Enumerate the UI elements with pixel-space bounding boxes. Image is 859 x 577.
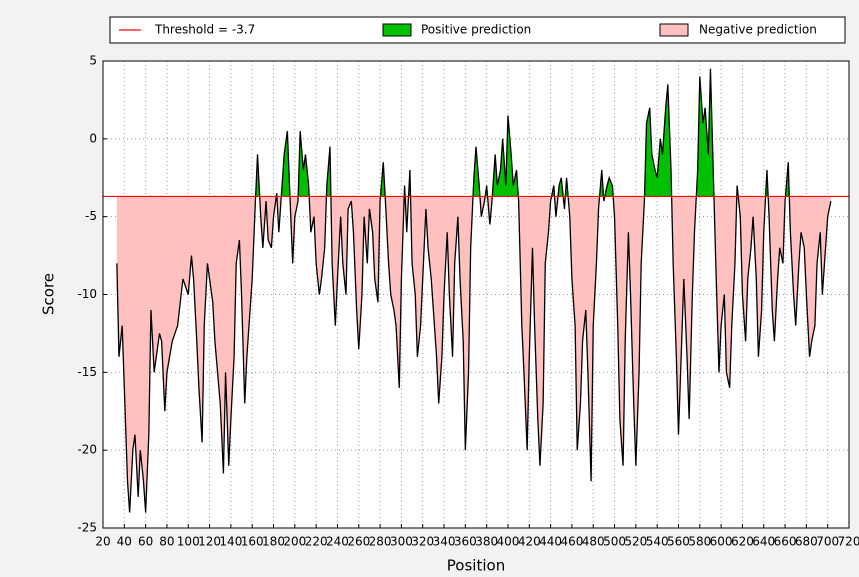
legend-label: Positive prediction	[421, 23, 531, 37]
x-tick-label: 300	[390, 535, 413, 549]
x-axis-label: Position	[447, 557, 505, 575]
x-tick-label: 460	[560, 535, 583, 549]
x-tick-label: 520	[624, 535, 647, 549]
x-tick-label: 640	[752, 535, 775, 549]
x-tick-label: 260	[347, 535, 370, 549]
y-tick-label: -20	[77, 443, 97, 457]
x-tick-label: 80	[159, 535, 174, 549]
x-tick-label: 380	[475, 535, 498, 549]
x-tick-label: 360	[454, 535, 477, 549]
x-tick-label: 240	[326, 535, 349, 549]
x-tick-label: 60	[138, 535, 153, 549]
y-axis-label: Score	[40, 273, 58, 315]
x-tick-label: 600	[710, 535, 733, 549]
x-tick-label: 160	[241, 535, 264, 549]
x-tick-label: 100	[177, 535, 200, 549]
x-tick-label: 200	[283, 535, 306, 549]
y-tick-label: 0	[89, 131, 97, 145]
y-tick-label: -5	[85, 209, 97, 223]
y-tick-label: -10	[77, 287, 97, 301]
prediction-fill	[116, 196, 831, 513]
x-tick-label: 140	[219, 535, 242, 549]
y-tick-label: 5	[89, 54, 97, 68]
legend-box	[109, 16, 846, 44]
legend-label: Threshold = -3.7	[154, 23, 255, 37]
x-tick-label: 720	[838, 535, 859, 549]
x-tick-label: 280	[369, 535, 392, 549]
x-tick-label: 340	[433, 535, 456, 549]
y-tick-label: -25	[77, 521, 97, 535]
x-tick-label: 400	[497, 535, 520, 549]
x-tick-label: 580	[688, 535, 711, 549]
x-tick-label: 700	[816, 535, 839, 549]
x-tick-label: 120	[198, 535, 221, 549]
x-tick-label: 620	[731, 535, 754, 549]
x-tick-label: 440	[539, 535, 562, 549]
x-tick-label: 220	[305, 535, 328, 549]
legend-label: Negative prediction	[699, 23, 817, 37]
x-tick-label: 500	[603, 535, 626, 549]
x-tick-label: 540	[646, 535, 669, 549]
x-tick-label: 180	[262, 535, 285, 549]
x-tick-label: 320	[411, 535, 434, 549]
x-tick-label: 40	[117, 535, 132, 549]
score-line	[116, 68, 832, 513]
x-tick-label: 480	[582, 535, 605, 549]
x-tick-label: 680	[795, 535, 818, 549]
legend-swatch	[382, 23, 412, 37]
legend-swatch	[659, 23, 689, 37]
x-tick-label: 560	[667, 535, 690, 549]
x-tick-label: 420	[518, 535, 541, 549]
x-tick-label: 660	[774, 535, 797, 549]
y-tick-label: -15	[77, 365, 97, 379]
plot-frame	[102, 60, 850, 529]
x-tick-label: 20	[95, 535, 110, 549]
